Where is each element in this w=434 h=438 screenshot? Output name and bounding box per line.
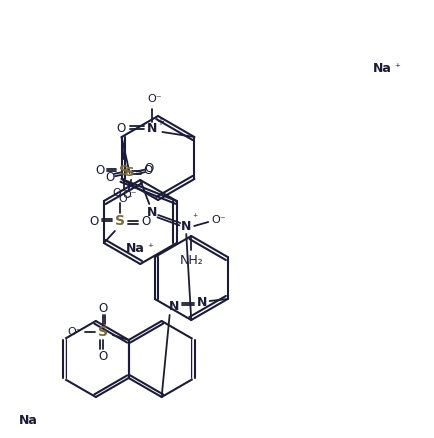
Text: ⁺: ⁺	[147, 243, 153, 253]
Text: O⁻: O⁻	[112, 188, 127, 198]
Text: +: +	[156, 117, 164, 127]
Text: Na: Na	[19, 413, 37, 427]
Text: O: O	[98, 350, 107, 363]
Text: S: S	[118, 164, 128, 178]
Text: Na: Na	[125, 241, 145, 254]
Text: O⁻: O⁻	[147, 94, 162, 104]
Text: S: S	[98, 325, 108, 339]
Text: O: O	[105, 171, 115, 184]
Text: NH₂: NH₂	[179, 254, 203, 266]
Text: O⁻: O⁻	[122, 190, 137, 200]
Text: N: N	[181, 219, 191, 233]
Text: N: N	[147, 123, 158, 135]
Text: O: O	[141, 215, 151, 227]
Text: ⁺: ⁺	[193, 213, 198, 223]
Text: N: N	[197, 297, 207, 310]
Text: O: O	[95, 165, 104, 177]
Text: N: N	[147, 205, 158, 219]
Text: O: O	[117, 123, 126, 135]
Text: N: N	[168, 300, 179, 314]
Text: O⁻: O⁻	[67, 327, 82, 337]
Text: ⁺: ⁺	[394, 63, 400, 73]
Text: O: O	[89, 215, 99, 227]
Text: Na: Na	[372, 61, 391, 74]
Text: S: S	[125, 166, 135, 180]
Text: O: O	[143, 165, 152, 177]
Text: O: O	[145, 162, 154, 175]
Text: S: S	[115, 214, 125, 228]
Text: O⁻: O⁻	[118, 194, 133, 204]
Text: O⁻: O⁻	[211, 215, 226, 225]
Text: O: O	[98, 301, 107, 314]
